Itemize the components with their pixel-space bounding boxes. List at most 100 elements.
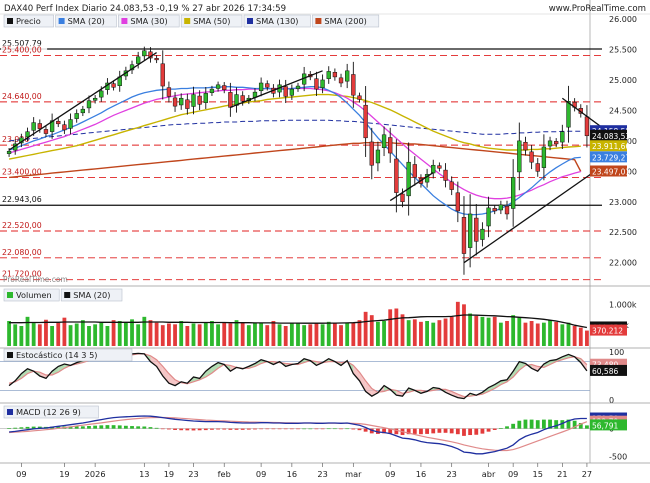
price-bar[interactable] — [529, 144, 534, 170]
volume-bar[interactable] — [419, 321, 423, 346]
volume-bar[interactable] — [554, 321, 559, 346]
macd-histogram-bar[interactable] — [296, 428, 300, 430]
macd-histogram-bar[interactable] — [541, 419, 546, 429]
volume-bar[interactable] — [222, 322, 227, 346]
price-bar[interactable] — [547, 136, 553, 151]
macd-histogram-bar[interactable] — [326, 428, 331, 430]
volume-bar[interactable] — [19, 326, 24, 346]
volume-bar[interactable] — [326, 321, 331, 346]
price-bar[interactable] — [25, 127, 30, 141]
volume-bar[interactable] — [99, 322, 104, 346]
price-bar[interactable] — [314, 71, 319, 97]
volume-bar[interactable] — [394, 308, 399, 347]
price-bar[interactable] — [455, 181, 460, 223]
macd-histogram-bar[interactable] — [345, 428, 350, 430]
volume-bar[interactable] — [302, 325, 307, 346]
price-bar[interactable] — [492, 205, 497, 215]
price-bar[interactable] — [338, 73, 344, 88]
volume-bar[interactable] — [339, 325, 343, 346]
macd-histogram-bar[interactable] — [394, 428, 399, 435]
price-bar[interactable] — [56, 117, 61, 128]
macd-histogram-bar[interactable] — [123, 425, 128, 429]
volume-bar[interactable] — [388, 309, 393, 346]
price-legend-item[interactable]: SMA (130) — [243, 14, 311, 28]
price-bar[interactable] — [535, 158, 540, 177]
price-bar[interactable] — [74, 109, 79, 123]
macd-histogram-bar[interactable] — [105, 425, 110, 429]
macd-histogram-bar[interactable] — [271, 428, 276, 430]
macd-histogram-bar[interactable] — [185, 428, 190, 431]
macd-histogram-bar[interactable] — [228, 428, 233, 430]
volume-bar[interactable] — [7, 321, 11, 346]
macd-histogram-bar[interactable] — [462, 428, 466, 436]
macd-histogram-bar[interactable] — [486, 428, 491, 432]
volume-bar[interactable] — [351, 322, 356, 346]
price-bar[interactable] — [375, 141, 381, 172]
volume-bar[interactable] — [498, 322, 503, 346]
macd-histogram-bar[interactable] — [474, 428, 479, 435]
price-bar[interactable] — [92, 94, 98, 104]
volume-bar[interactable] — [154, 322, 159, 346]
volume-bar[interactable] — [37, 324, 42, 346]
volume-bar[interactable] — [308, 324, 313, 346]
price-bar[interactable] — [265, 80, 270, 91]
macd-histogram-bar[interactable] — [93, 425, 98, 429]
volume-bar[interactable] — [455, 301, 460, 346]
macd-histogram-bar[interactable] — [369, 428, 374, 434]
volume-bar[interactable] — [357, 320, 362, 346]
trend-line[interactable] — [463, 167, 600, 264]
price-legend-item[interactable]: SMA (200) — [312, 14, 380, 28]
price-bar[interactable] — [461, 196, 467, 275]
price-bar[interactable] — [166, 81, 172, 103]
macd-histogram-bar[interactable] — [13, 427, 18, 429]
volume-bar[interactable] — [68, 325, 73, 346]
macd-histogram-bar[interactable] — [173, 428, 177, 430]
macd-histogram-bar[interactable] — [517, 420, 522, 429]
price-bar[interactable] — [283, 79, 288, 104]
price-bar[interactable] — [172, 92, 178, 112]
volume-bar[interactable] — [136, 324, 141, 346]
macd-histogram-bar[interactable] — [222, 428, 227, 430]
macd-histogram-bar[interactable] — [68, 426, 73, 429]
volume-bar[interactable] — [382, 321, 386, 346]
macd-histogram-bar[interactable] — [339, 428, 343, 430]
price-bar[interactable] — [357, 92, 362, 103]
volume-bar[interactable] — [111, 320, 116, 346]
macd-histogram-bar[interactable] — [437, 428, 442, 433]
volume-bar[interactable] — [191, 323, 196, 347]
price-bar[interactable] — [142, 46, 147, 60]
stoch-legend-item[interactable]: Estocástico (14 3 5) — [3, 348, 133, 362]
price-bar[interactable] — [111, 80, 116, 91]
macd-histogram-bar[interactable] — [210, 428, 214, 430]
price-bar[interactable] — [511, 159, 516, 227]
price-bar[interactable] — [351, 61, 356, 108]
volume-bar[interactable] — [412, 319, 417, 346]
volume-bar[interactable] — [462, 304, 466, 346]
volume-bar[interactable] — [265, 325, 270, 346]
volume-bar[interactable] — [185, 326, 190, 346]
macd-histogram-bar[interactable] — [468, 428, 473, 436]
macd-histogram-bar[interactable] — [302, 428, 307, 430]
macd-histogram-bar[interactable] — [117, 425, 122, 429]
macd-histogram-bar[interactable] — [560, 420, 565, 429]
volume-bar[interactable] — [332, 323, 337, 347]
macd-histogram-bar[interactable] — [148, 427, 153, 429]
macd-histogram-bar[interactable] — [492, 428, 497, 430]
macd-histogram-bar[interactable] — [548, 419, 552, 429]
volume-bar[interactable] — [203, 322, 208, 346]
volume-bar[interactable] — [179, 321, 184, 346]
price-bar[interactable] — [62, 120, 67, 134]
macd-histogram-bar[interactable] — [111, 425, 116, 429]
macd-histogram-bar[interactable] — [455, 428, 460, 435]
volume-bar[interactable] — [363, 311, 368, 346]
macd-histogram-bar[interactable] — [320, 428, 325, 430]
price-bar[interactable] — [394, 139, 399, 213]
macd-histogram-bar[interactable] — [136, 426, 141, 429]
macd-histogram-bar[interactable] — [572, 420, 577, 429]
macd-histogram-bar[interactable] — [505, 426, 509, 429]
price-bar[interactable] — [504, 200, 510, 220]
macd-histogram-bar[interactable] — [179, 428, 184, 431]
price-legend-item[interactable]: Precio — [3, 14, 54, 28]
macd-histogram-bar[interactable] — [191, 428, 196, 431]
price-bar[interactable] — [560, 124, 565, 149]
